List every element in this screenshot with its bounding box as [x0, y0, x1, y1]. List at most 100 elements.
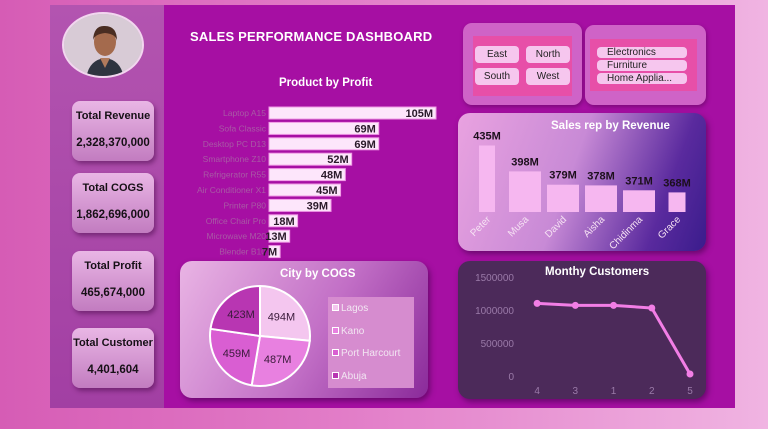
legend-label: Lagos [341, 303, 369, 314]
city-legend: Lagos Kano Port Harcourt Abuja [328, 297, 414, 388]
data-label: 487M [264, 354, 292, 366]
product-label: Laptop A15 [223, 108, 266, 118]
product-profit-chart: Laptop A15 105M Sofa Classic 69M Desktop PC … [197, 106, 437, 259]
sales-rep-chart: 435M Peter 398M Musa 379M David 378M Aisha 371M C… [468, 131, 690, 252]
kpi-card-total-cogs: Total COGS 1,862,696,000 [72, 173, 154, 233]
kpi-value: 2,328,370,000 [76, 137, 150, 149]
y-tick-label: 1500000 [475, 273, 514, 284]
sales-rep-title: Sales rep by Revenue [551, 120, 670, 132]
slicer-button-electronics[interactable]: Electronics [597, 47, 687, 58]
kpi-label: Total COGS [82, 182, 144, 194]
data-label: 105M [405, 108, 433, 120]
data-label: 13M [265, 231, 286, 243]
data-label: 7M [262, 247, 277, 259]
product-label: Desktop PC D13 [203, 139, 267, 149]
legend-label: Kano [341, 326, 365, 337]
bar [668, 192, 686, 212]
legend-label: Port Harcourt [341, 348, 401, 359]
customers-line [537, 301, 692, 375]
data-label: 45M [316, 185, 337, 197]
bar [585, 185, 617, 212]
bar [623, 190, 655, 212]
data-label: 423M [227, 309, 255, 321]
data-point [648, 304, 656, 312]
data-label: 48M [321, 170, 342, 182]
data-label: 398M [511, 156, 539, 168]
legend-item-lagos: Lagos [332, 303, 368, 314]
pie-slice [209, 327, 262, 387]
rep-label: Peter [468, 214, 493, 239]
monthly-customers-chart: 1500000 1000000 500000 0 4 3 1 2 5 [475, 273, 694, 397]
data-label: 18M [273, 216, 294, 228]
bar [268, 168, 346, 182]
x-tick-label: 4 [534, 386, 540, 397]
slicer-button-west[interactable]: West [526, 68, 570, 85]
data-label: 52M [327, 154, 348, 166]
pie-slice [250, 334, 311, 387]
bar [268, 137, 380, 151]
data-label: 459M [223, 348, 251, 360]
legend-item-kano: Kano [332, 326, 364, 337]
bar [268, 121, 380, 135]
data-point [686, 370, 694, 378]
user-avatar [62, 12, 144, 78]
product-label: Office Chair Pro [206, 216, 267, 226]
product-label: Sofa Classic [219, 123, 267, 133]
rep-label: Aisha [582, 214, 608, 240]
y-tick-label: 500000 [481, 339, 515, 350]
legend-item-abuja: Abuja [332, 371, 367, 382]
kpi-card-total-customer: Total Customer 4,401,604 [72, 328, 154, 388]
slicer-button-south[interactable]: South [475, 68, 519, 85]
legend-label: Abuja [341, 371, 367, 382]
slicer-button-north[interactable]: North [526, 46, 570, 63]
bar [268, 245, 281, 259]
rep-label: Grace [656, 214, 683, 241]
data-point [533, 299, 541, 307]
kpi-card-total-profit: Total Profit 465,674,000 [72, 251, 154, 311]
legend-item-port-harcourt: Port Harcourt [332, 348, 400, 359]
rep-label: Chidinma [607, 214, 645, 251]
kpi-value: 465,674,000 [81, 287, 145, 299]
x-tick-label: 1 [611, 386, 617, 397]
bar [268, 152, 353, 166]
data-label: 379M [549, 170, 577, 182]
x-tick-label: 3 [573, 386, 579, 397]
monthly-customers-title: Monthy Customers [545, 266, 650, 278]
data-label: 69M [354, 123, 375, 135]
bar [509, 171, 541, 212]
product-label: Refrigerator R55 [203, 170, 266, 180]
bar [268, 198, 332, 212]
bar [268, 214, 299, 228]
kpi-card-total-revenue: Total Revenue 2,328,370,000 [72, 101, 154, 161]
product-label: Air Conditioner X1 [197, 185, 266, 195]
kpi-value: 4,401,604 [87, 364, 139, 376]
pie-slice [259, 284, 311, 342]
x-tick-label: 2 [649, 386, 655, 397]
kpi-label: Total Profit [84, 260, 142, 272]
kpi-label: Total Revenue [75, 110, 151, 122]
data-label: 69M [354, 139, 375, 151]
y-tick-label: 0 [508, 372, 514, 383]
data-label: 371M [625, 175, 653, 187]
bar [268, 106, 437, 120]
kpi-label: Total Customer [73, 337, 153, 349]
city-cogs-chart: 494M 487M 459M 423M [209, 284, 311, 387]
slicer-button-east[interactable]: East [475, 46, 519, 63]
category-slicer: Electronics Furniture Home Applia... [585, 25, 706, 105]
data-point [571, 301, 579, 309]
data-label: 435M [473, 131, 501, 143]
bar [547, 184, 579, 212]
slicer-button-home-appliances[interactable]: Home Applia... [597, 73, 687, 84]
product-label: Smartphone Z10 [203, 154, 267, 164]
kpi-value: 1,862,696,000 [76, 209, 150, 221]
x-tick-label: 5 [687, 386, 693, 397]
sales-rep-card [458, 113, 706, 251]
slicer-button-furniture[interactable]: Furniture [597, 60, 687, 71]
product-profit-title: Product by Profit [279, 77, 373, 89]
bar [268, 183, 342, 197]
region-slicer: East North South West [463, 23, 582, 105]
product-label: Printer P80 [223, 200, 266, 210]
dashboard-title: SALES PERFORMANCE DASHBOARD [190, 29, 433, 44]
rep-label: David [543, 214, 569, 240]
data-label: 494M [268, 311, 296, 323]
